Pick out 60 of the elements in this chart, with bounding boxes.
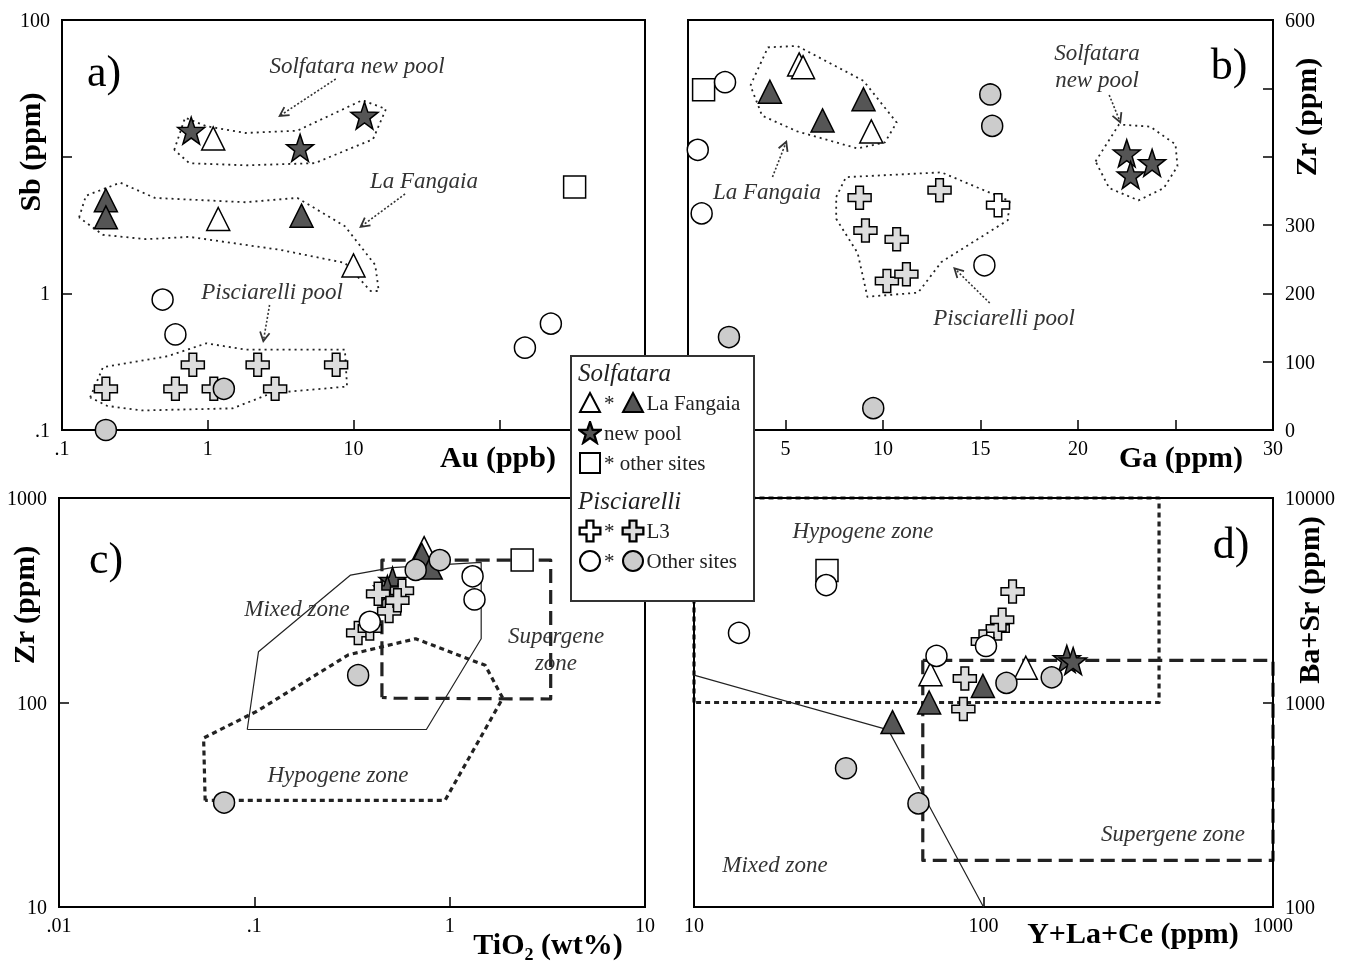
annotation: Pisciarelli pool bbox=[932, 304, 1075, 330]
y-tick-label: 100 bbox=[20, 9, 50, 31]
annotation: La Fangaia bbox=[369, 167, 478, 193]
text: a) bbox=[86, 47, 122, 96]
x-tick-label: .01 bbox=[46, 914, 72, 936]
annotation: Mixed zone bbox=[721, 851, 828, 877]
x-axis-title: TiO₂ (wt%) bbox=[473, 927, 623, 960]
legend-label: * other sites bbox=[604, 450, 706, 477]
legend-label: * bbox=[604, 390, 615, 417]
x-axis-title: Au (ppb) bbox=[440, 440, 556, 473]
annotation: Mixed zone bbox=[243, 595, 350, 621]
y-tick-label: 1 bbox=[40, 282, 50, 305]
annotation: Hypogene zone bbox=[791, 517, 934, 543]
x-tick-label: 10 bbox=[684, 914, 704, 936]
x-tick-label: 10 bbox=[635, 914, 655, 936]
annotation: Solfatara new pool bbox=[1054, 40, 1140, 92]
x-tick-label: 10 bbox=[343, 437, 364, 459]
annotation: Pisciarelli pool bbox=[200, 278, 343, 304]
y-tick-label: 100 bbox=[1285, 350, 1315, 373]
legend-title: Solfatara bbox=[578, 358, 673, 388]
legend-label: Other sites bbox=[646, 548, 737, 575]
legend-label: * bbox=[604, 548, 615, 575]
y-tick-label: 300 bbox=[1285, 214, 1315, 236]
y-tick-label: 1000 bbox=[1285, 691, 1325, 714]
y-axis-title: Ba+Sr (ppm) bbox=[1292, 516, 1325, 684]
x-tick-label: 10 bbox=[873, 437, 893, 459]
x-tick-label: .1 bbox=[54, 437, 70, 459]
legend-title: Pisciarelli bbox=[578, 486, 683, 516]
x-tick-label: 20 bbox=[1068, 437, 1088, 459]
x-tick-label: 5 bbox=[780, 437, 791, 459]
x-tick-label: 1 bbox=[202, 437, 213, 459]
x-tick-label: 15 bbox=[970, 437, 991, 459]
x-tick-label: .1 bbox=[246, 914, 262, 936]
legend-label: new pool bbox=[604, 420, 682, 447]
text: c) bbox=[88, 534, 124, 583]
annotation: La Fangaia bbox=[712, 178, 821, 204]
text: d) bbox=[1212, 519, 1250, 568]
y-tick-label: 0 bbox=[1285, 419, 1295, 441]
legend-label: * bbox=[604, 518, 615, 545]
x-tick-label: 100 bbox=[968, 914, 999, 936]
y-tick-label: .1 bbox=[35, 419, 50, 441]
y-tick-label: 10000 bbox=[1285, 487, 1335, 509]
annotation: Hypogene zone bbox=[266, 761, 409, 787]
x-axis-title: Y+La+Ce (ppm) bbox=[1027, 916, 1239, 949]
annotation: Solfatara new pool bbox=[269, 52, 445, 78]
text: b) bbox=[1210, 40, 1248, 89]
x-tick-label: 30 bbox=[1263, 437, 1283, 459]
y-tick-label: 200 bbox=[1285, 282, 1315, 305]
y-tick-label: 10 bbox=[27, 896, 47, 918]
x-tick-label: 1 bbox=[444, 914, 455, 936]
y-axis-title: Zr (ppm) bbox=[1289, 57, 1322, 177]
x-axis-title: Ga (ppm) bbox=[1118, 440, 1244, 473]
y-tick-label: 600 bbox=[1285, 9, 1315, 31]
y-tick-label: 100 bbox=[17, 691, 47, 714]
legend-label: L3 bbox=[646, 518, 670, 545]
annotation: Supergene zone bbox=[1100, 820, 1246, 846]
y-tick-label: 1000 bbox=[7, 487, 47, 509]
y-axis-title: Zr (ppm) bbox=[7, 545, 40, 665]
legend-label: La Fangaia bbox=[646, 390, 741, 417]
y-axis-title: Sb (ppm) bbox=[13, 92, 46, 212]
